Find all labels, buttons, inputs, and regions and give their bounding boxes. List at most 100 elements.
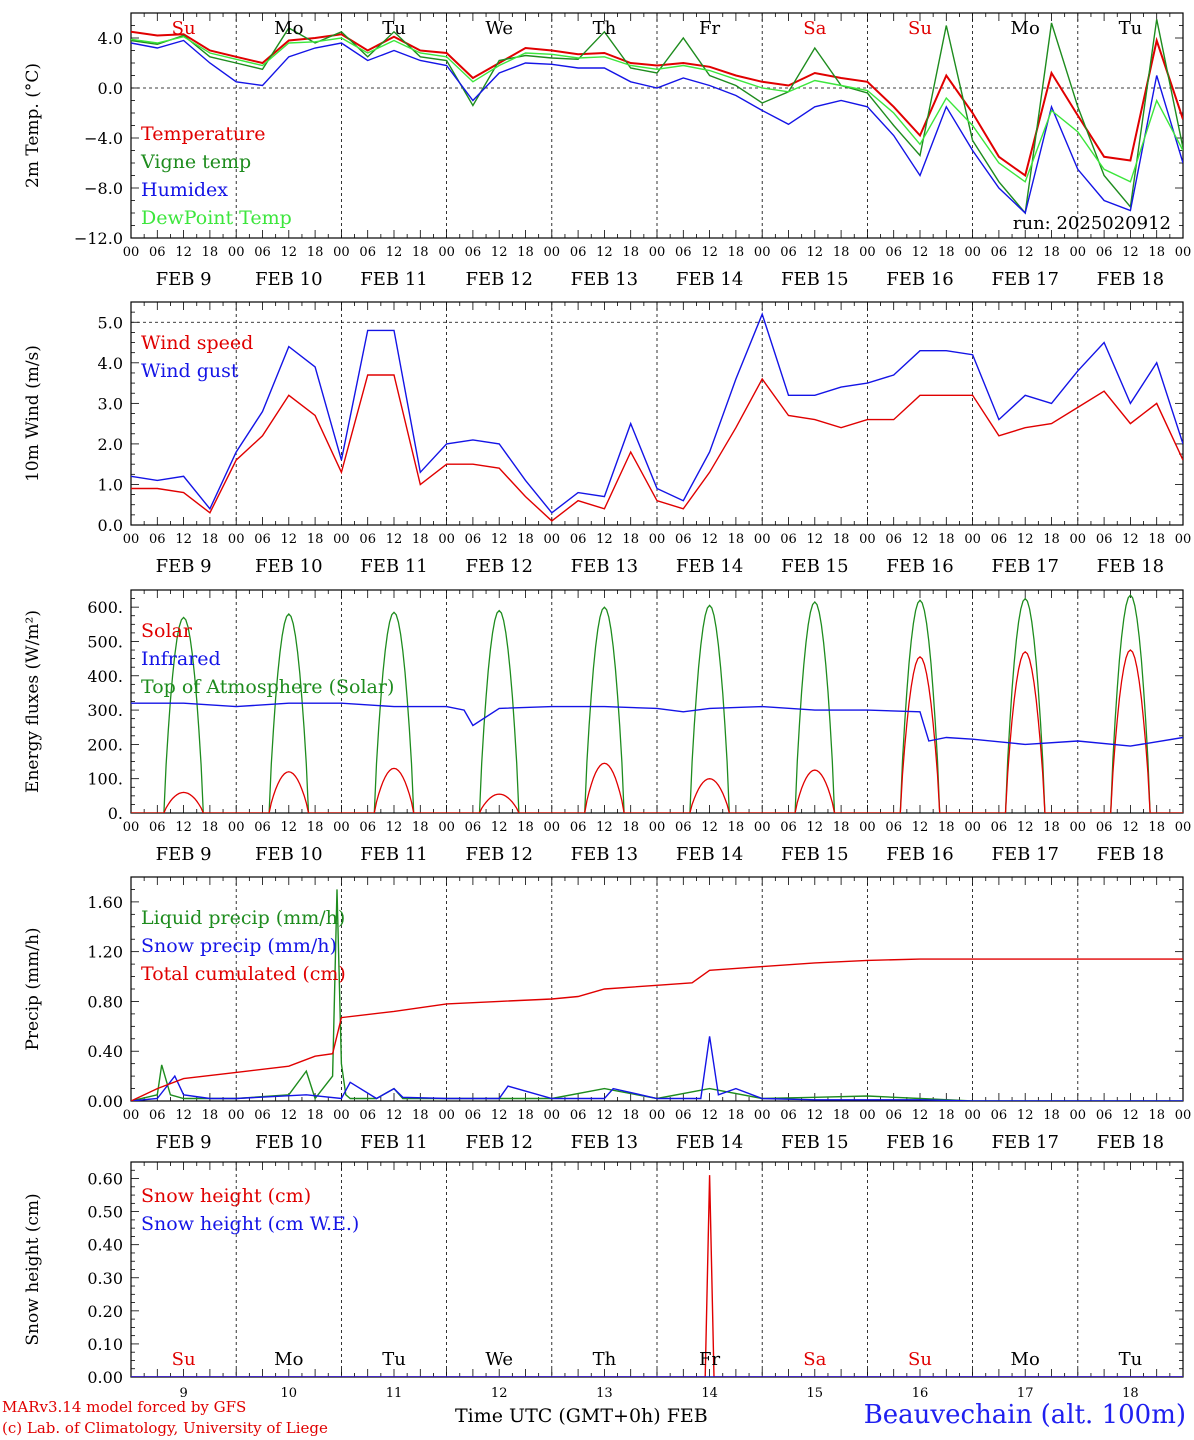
- y-tick-label: 0.60: [87, 1170, 123, 1189]
- day-name: Tu: [382, 1349, 406, 1370]
- y-tick-label: 1.20: [87, 943, 123, 962]
- x-hour-label: 12: [807, 245, 824, 260]
- day-name: Tu: [1119, 1349, 1143, 1370]
- series-temperature: [131, 30, 1183, 178]
- legend-entry: Infrared: [141, 648, 221, 670]
- x-hour-label: 18: [307, 245, 324, 260]
- x-hour-label: 06: [570, 820, 587, 835]
- x-hour-label: 12: [386, 245, 403, 260]
- x-hour-label: 18: [1148, 532, 1165, 547]
- x-date-label: FEB 15: [781, 556, 848, 577]
- x-hour-label: 12: [596, 532, 613, 547]
- y-tick-label: 5.0: [98, 313, 123, 332]
- x-date-label: FEB 12: [465, 844, 532, 865]
- day-name: Mo: [274, 18, 303, 39]
- x-hour-label: 00: [1070, 820, 1087, 835]
- day-number: 15: [807, 1386, 824, 1401]
- series-total-cumulated-cm-: [131, 958, 1183, 1101]
- x-hour-label: 12: [491, 532, 508, 547]
- x-date-label: FEB 18: [1097, 556, 1164, 577]
- x-hour-label: 06: [254, 1108, 271, 1123]
- day-name: Sa: [803, 1349, 826, 1370]
- x-hour-label: 00: [438, 532, 455, 547]
- x-hour-label: 18: [622, 1108, 639, 1123]
- x-hour-label: 06: [991, 820, 1008, 835]
- x-hour-label: 12: [1017, 820, 1034, 835]
- x-hour-label: 06: [675, 820, 692, 835]
- x-hour-label: 12: [281, 820, 298, 835]
- y-tick-label: 0.00: [87, 1368, 123, 1387]
- x-hour-label: 12: [1122, 820, 1139, 835]
- x-date-label: FEB 11: [360, 844, 427, 865]
- plot-frame: [130, 589, 1184, 814]
- legend-entry: Temperature: [141, 123, 265, 145]
- day-name: Su: [172, 1349, 196, 1370]
- y-axis-title: Energy fluxes (W/m²): [23, 610, 43, 793]
- x-hour-label: 18: [728, 1108, 745, 1123]
- x-hour-label: 12: [807, 532, 824, 547]
- y-tick-label: 3.0: [98, 394, 123, 413]
- x-hour-label: 18: [938, 245, 955, 260]
- x-hour-label: 00: [859, 1108, 876, 1123]
- x-hour-label: 06: [991, 1108, 1008, 1123]
- legend-entry: Top of Atmosphere (Solar): [141, 676, 394, 698]
- x-hour-label: 06: [991, 532, 1008, 547]
- x-date-label: FEB 10: [255, 1132, 322, 1153]
- x-hour-label: 06: [885, 1108, 902, 1123]
- y-tick-label: 200.: [87, 735, 123, 754]
- y-tick-label: 0.80: [87, 992, 123, 1011]
- y-tick-label: 0.40: [87, 1236, 123, 1255]
- plot-frame: [130, 301, 1184, 526]
- x-date-label: FEB 14: [676, 844, 743, 865]
- series-group: [131, 312, 1183, 522]
- x-hour-label: 06: [780, 532, 797, 547]
- x-hour-label: 18: [412, 532, 429, 547]
- x-date-label: FEB 9: [156, 269, 212, 290]
- x-hour-label: 00: [1070, 245, 1087, 260]
- legend-entry: Vigne temp: [140, 151, 251, 173]
- x-hour-label: 06: [675, 245, 692, 260]
- x-hour-label: 12: [175, 1108, 192, 1123]
- x-hour-label: 06: [780, 1108, 797, 1123]
- x-hour-label: 18: [1148, 1108, 1165, 1123]
- y-tick-label: 0.: [108, 804, 123, 823]
- x-date-label: FEB 10: [255, 844, 322, 865]
- x-hour-label: 18: [517, 820, 534, 835]
- x-hour-label: 00: [754, 820, 771, 835]
- legend-entry: Snow height (cm): [141, 1185, 311, 1207]
- x-hour-label: 12: [1122, 532, 1139, 547]
- series-vigne-temp: [131, 19, 1183, 215]
- day-number: 9: [179, 1386, 187, 1401]
- x-hour-label: 00: [123, 1108, 140, 1123]
- x-hour-label: 18: [1148, 245, 1165, 260]
- y-tick-label: 0.50: [87, 1203, 123, 1222]
- x-hour-label: 06: [465, 245, 482, 260]
- model-credit: MARv3.14 model forced by GFS: [2, 1398, 247, 1416]
- x-hour-label: 18: [307, 1108, 324, 1123]
- x-hour-label: 00: [544, 245, 561, 260]
- x-date-label: FEB 9: [156, 556, 212, 577]
- x-hour-label: 00: [649, 245, 666, 260]
- legend-entry: Wind gust: [141, 360, 239, 382]
- x-date-label: FEB 14: [676, 556, 743, 577]
- x-hour-label: 06: [570, 1108, 587, 1123]
- day-name: Tu: [1119, 18, 1143, 39]
- x-hour-label: 00: [544, 532, 561, 547]
- x-hour-label: 00: [123, 532, 140, 547]
- x-hour-label: 06: [885, 820, 902, 835]
- y-tick-label: 600.: [87, 598, 123, 617]
- y-tick-label: 0.40: [87, 1042, 123, 1061]
- x-hour-label: 12: [701, 532, 718, 547]
- x-hour-label: 00: [438, 1108, 455, 1123]
- x-hour-label: 18: [517, 532, 534, 547]
- x-date-label: FEB 16: [886, 844, 953, 865]
- y-axis-title: 2m Temp. (°C): [23, 63, 43, 188]
- x-hour-label: 12: [807, 1108, 824, 1123]
- x-hour-label: 12: [912, 245, 929, 260]
- x-date-label: FEB 11: [360, 556, 427, 577]
- x-date-label: FEB 12: [465, 1132, 532, 1153]
- series-solar: [131, 649, 1183, 813]
- panel-5: 0.00 0.10 0.20 0.30 0.40 0.50 0.60 Snow height …: [23, 1161, 1184, 1401]
- series-group: [131, 889, 1183, 1101]
